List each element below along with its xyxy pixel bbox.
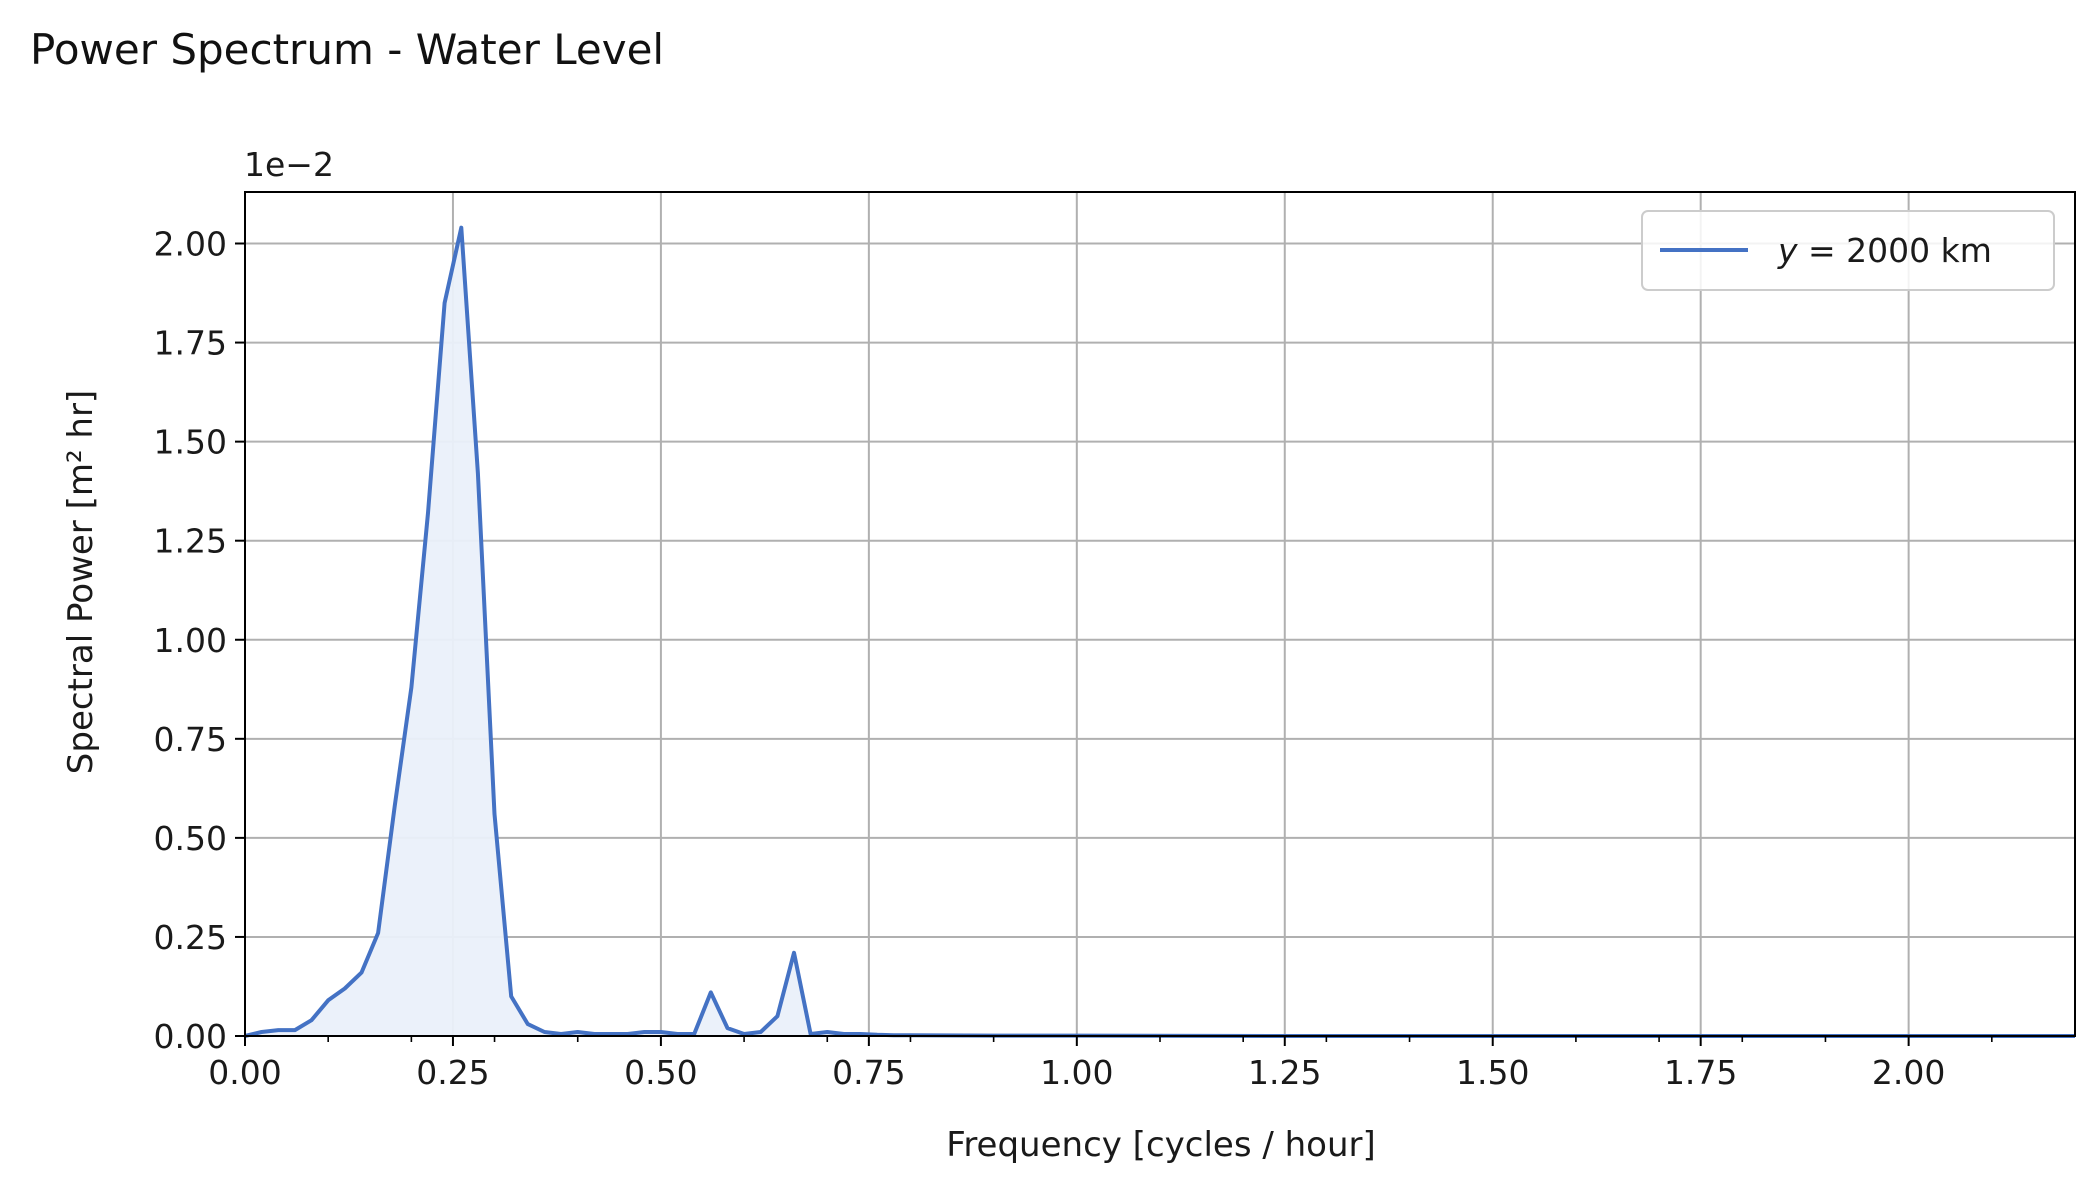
series-area-fill [245,227,2075,1036]
y-tick-label: 1.25 [154,522,227,561]
x-tick-label: 0.25 [416,1053,489,1092]
y-tick-label: 1.50 [154,423,227,462]
x-axis-label: Frequency [cycles / hour] [946,1125,1376,1165]
legend-box [1641,210,2055,291]
y-offset-label: 1e−2 [244,145,334,184]
series-line [244,225,2075,1038]
plot-frame [244,191,2076,1037]
grid [244,192,2075,1037]
y-tick-label: 0.00 [154,1017,227,1056]
legend-entry: y = 2000 km [1777,231,1992,270]
y-tick-label: 0.75 [154,720,227,759]
y-axis-label: Spectral Power [m² hr] [61,390,101,774]
legend: y = 2000 km [1641,210,2055,291]
legend-entry-variable: y [1777,231,1798,270]
y-tick-label: 0.50 [154,819,227,858]
y-tick-label: 1.00 [154,621,227,660]
x-tick-label: 1.75 [1664,1053,1737,1092]
x-tick-label: 2.00 [1872,1053,1945,1092]
x-tick-label: 1.25 [1248,1053,1321,1092]
x-tick-label: 0.75 [832,1053,905,1092]
axes [235,191,2076,1046]
x-tick-label: 0.50 [624,1053,697,1092]
chart-title: Power Spectrum - Water Level [30,25,664,74]
y-tick-label: 1.75 [154,324,227,363]
y-tick-label: 0.25 [154,918,227,957]
x-tick-label: 1.00 [1040,1053,1113,1092]
y-tick-label: 2.00 [154,225,227,264]
x-tick-label: 1.50 [1456,1053,1529,1092]
x-tick-label: 0.00 [208,1053,281,1092]
tick-labels: 0.00 0.25 0.50 0.75 1.00 1.25 1.50 1.75 2.00 0.00… [154,225,1946,1092]
legend-entry-value: = 2000 km [1798,231,1992,270]
